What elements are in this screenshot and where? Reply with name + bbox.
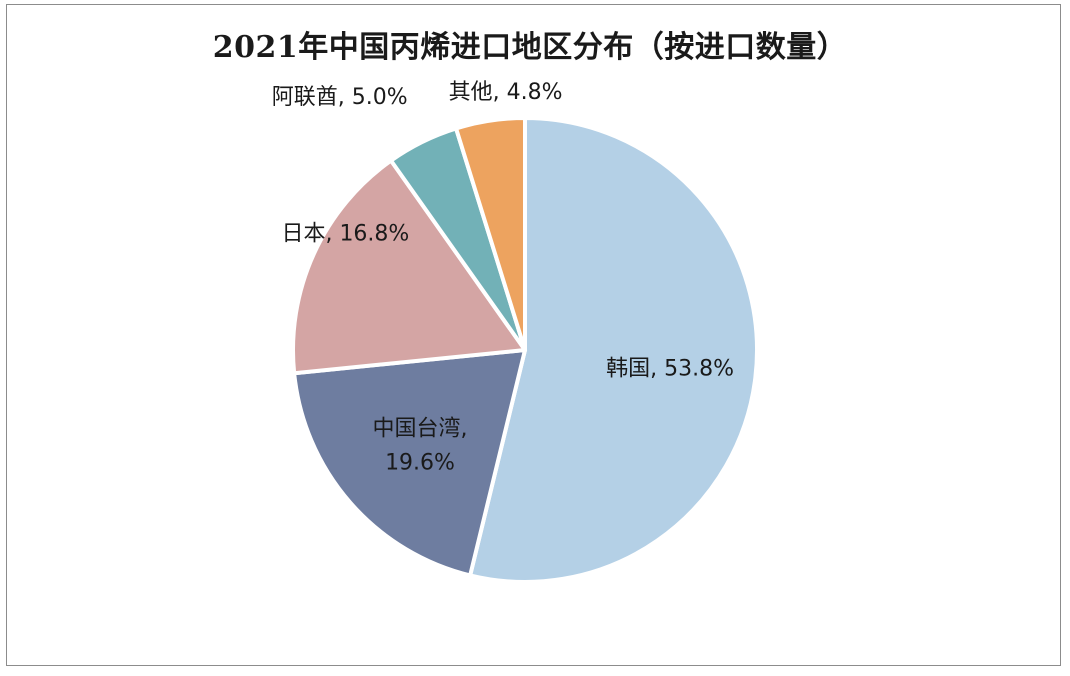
slice-label-2: 中国台湾, 19.6% xyxy=(373,416,468,475)
slice-label-4: 阿联酋, 5.0% xyxy=(272,85,408,110)
slice-labels: 韩国, 53.8% 中国台湾, 19.6% 日本, 16.8% 阿联酋, 5.0% 其他,… xyxy=(272,80,734,476)
pie-slice-3 xyxy=(291,158,527,376)
pie-slice-2 xyxy=(292,348,527,578)
pie-slice-1 xyxy=(468,116,759,584)
slice-label-1: 韩国, 53.8% xyxy=(606,356,734,381)
slice-label-percent: 19.6% xyxy=(385,450,455,475)
chart-title: 2021年中国丙烯进口地区分布（按进口数量） xyxy=(212,30,848,65)
slice-label-3: 日本, 16.8% xyxy=(281,222,409,247)
slice-label-5: 其他, 4.8% xyxy=(449,80,563,105)
pie-slices xyxy=(291,116,759,584)
slice-label-category: 中国台湾, xyxy=(373,416,468,441)
pie-slice-5 xyxy=(454,116,527,352)
